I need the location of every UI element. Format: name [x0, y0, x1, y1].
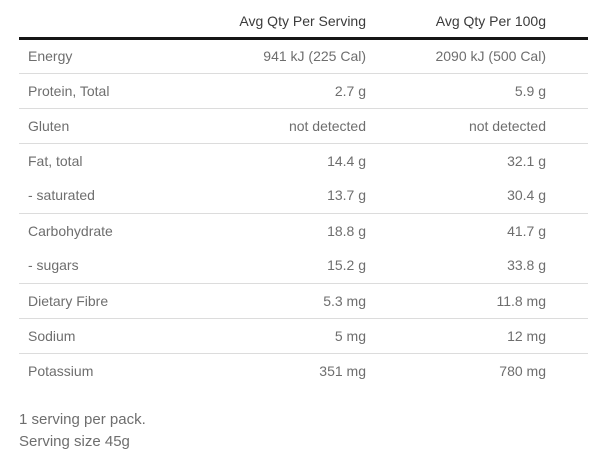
- nutrient-label: Energy: [19, 38, 209, 74]
- table-row: Energy 941 kJ (225 Cal) 2090 kJ (500 Cal…: [19, 38, 588, 74]
- table-row: Fat, total 14.4 g 32.1 g: [19, 143, 588, 178]
- table-header-row: Avg Qty Per Serving Avg Qty Per 100g: [19, 0, 588, 40]
- per-100g-value: 780 mg: [499, 362, 546, 379]
- per-100g-value: 5.9 g: [366, 73, 588, 109]
- table-row: Carbohydrate 18.8 g 41.7 g: [19, 213, 588, 248]
- nutrient-label: Fat, total: [28, 152, 83, 169]
- nutrient-column-header: [19, 0, 209, 40]
- per-100g-value: 11.8 mg: [366, 283, 588, 319]
- per-serving-value: 14.4 g: [327, 152, 366, 169]
- servings-per-pack-text: 1 serving per pack.: [19, 411, 146, 428]
- nutrient-label: - sugars: [19, 248, 209, 284]
- per-serving-value: 351 mg: [319, 362, 366, 379]
- per-serving-value: 18.8 g: [327, 222, 366, 239]
- nutrition-table: Avg Qty Per Serving Avg Qty Per 100g Ene…: [19, 0, 588, 388]
- table-row: Gluten not detected not detected: [19, 108, 588, 144]
- table-row: Protein, Total 2.7 g 5.9 g: [19, 73, 588, 109]
- per-100g-value: 2090 kJ (500 Cal): [366, 38, 588, 74]
- nutrient-label: Gluten: [19, 108, 209, 144]
- per-serving-value: 15.2 g: [209, 248, 366, 284]
- serving-info: 1 serving per pack. Serving size 45g: [19, 409, 615, 453]
- table-row: Dietary Fibre 5.3 mg 11.8 mg: [19, 283, 588, 319]
- per-100g-value: 32.1 g: [507, 152, 546, 169]
- per-100g-value: 33.8 g: [366, 248, 588, 284]
- per-100g-value: 30.4 g: [366, 178, 588, 214]
- per-serving-value: not detected: [209, 108, 366, 144]
- per-serving-value: 5 mg: [209, 318, 366, 354]
- per-serving-value: 13.7 g: [209, 178, 366, 214]
- per-100g-value: 41.7 g: [507, 222, 546, 239]
- nutrient-label: Carbohydrate: [28, 222, 113, 239]
- table-row: Potassium 351 mg 780 mg: [19, 353, 588, 388]
- table-row: - sugars 15.2 g 33.8 g: [19, 248, 588, 284]
- per-serving-value: 2.7 g: [209, 73, 366, 109]
- per-serving-column-header: Avg Qty Per Serving: [209, 0, 366, 40]
- nutrient-label: Potassium: [28, 362, 94, 379]
- per-100g-column-header: Avg Qty Per 100g: [366, 0, 588, 40]
- serving-size-text: Serving size 45g: [19, 433, 130, 450]
- nutrition-information-panel: Avg Qty Per Serving Avg Qty Per 100g Ene…: [19, 0, 615, 453]
- table-row: - saturated 13.7 g 30.4 g: [19, 178, 588, 214]
- per-100g-value: not detected: [366, 108, 588, 144]
- nutrient-label: Sodium: [19, 318, 209, 354]
- nutrient-label: - saturated: [19, 178, 209, 214]
- table-row: Sodium 5 mg 12 mg: [19, 318, 588, 354]
- nutrient-label: Protein, Total: [19, 73, 209, 109]
- per-serving-value: 5.3 mg: [209, 283, 366, 319]
- per-100g-value: 12 mg: [366, 318, 588, 354]
- per-serving-value: 941 kJ (225 Cal): [209, 38, 366, 74]
- nutrient-label: Dietary Fibre: [19, 283, 209, 319]
